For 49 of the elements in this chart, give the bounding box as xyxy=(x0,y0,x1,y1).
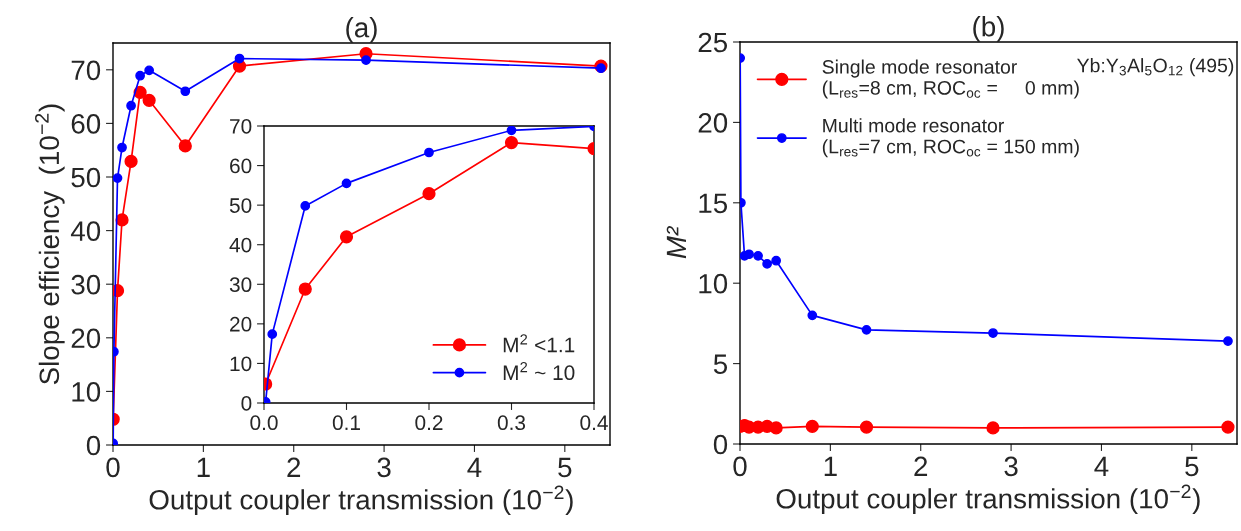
x-axis-title: Output coupler transmission (10$^{−2}$) xyxy=(149,485,573,516)
x-tick-label: 3 xyxy=(1004,456,1018,477)
x-tick-label: 2 xyxy=(914,456,928,476)
x-tick-label: 0.1 xyxy=(332,415,360,431)
y-tick-label: 50 xyxy=(229,198,252,213)
x-tick-label: 5 xyxy=(558,457,572,478)
x-tick-label: 5 xyxy=(1185,456,1199,477)
annotation: Yb:Y$_{3}$Al$_{5}$O$_{12}$ (495) xyxy=(1077,58,1234,77)
x-tick-label: 4 xyxy=(1094,456,1109,476)
y-tick-label: 10 xyxy=(230,356,252,372)
y-tick-label: 0 xyxy=(241,396,252,411)
legend-label: M$^{2}$ <1.1 xyxy=(503,334,575,353)
y-tick-label: 70 xyxy=(230,119,252,134)
legend-label: Multi mode resonator (L$_{res}$=7 cm, ROC$_{oc}$ = 150 mm) xyxy=(822,118,1079,158)
x-tick-label: 0.2 xyxy=(415,415,443,431)
x-tick-label: 2 xyxy=(287,457,301,477)
y-tick-label: 70 xyxy=(71,60,101,81)
x-tick-label: 4 xyxy=(467,457,482,477)
x-tick-label: 0 xyxy=(106,457,120,478)
chart-title: (a) xyxy=(346,17,377,43)
y-axis-title: Slope efficiency (10$^{−2}$) xyxy=(35,104,65,385)
x-tick-label: 3 xyxy=(377,457,391,478)
y-axis-title: M² xyxy=(666,225,686,259)
y-tick-label: 0 xyxy=(713,434,728,455)
y-tick-label: 60 xyxy=(230,158,252,174)
y-tick-label: 25 xyxy=(698,32,728,53)
y-tick-label: 20 xyxy=(71,328,101,349)
y-tick-label: 20 xyxy=(230,316,252,332)
x-tick-label: 1 xyxy=(197,457,210,477)
y-tick-label: 15 xyxy=(699,193,728,214)
y-tick-label: 20 xyxy=(698,113,728,133)
y-tick-label: 30 xyxy=(229,277,252,293)
y-tick-label: 40 xyxy=(70,221,101,241)
legend-label: M$^{2}$ ~ 10 xyxy=(503,362,575,381)
y-tick-label: 60 xyxy=(71,114,101,134)
chart-title: (b) xyxy=(973,16,1004,42)
y-tick-label: 5 xyxy=(713,354,728,374)
x-axis-title: Output coupler transmission (10$^{−2}$) xyxy=(776,484,1200,515)
x-tick-label: 0.4 xyxy=(580,415,608,431)
y-tick-label: 10 xyxy=(72,382,101,402)
x-tick-label: 0.3 xyxy=(497,415,526,431)
y-tick-label: 40 xyxy=(229,237,252,253)
y-tick-label: 30 xyxy=(71,274,101,295)
x-tick-label: 1 xyxy=(824,456,837,476)
y-tick-label: 0 xyxy=(86,435,101,456)
x-tick-label: 0 xyxy=(733,456,747,477)
y-tick-label: 50 xyxy=(71,167,101,188)
x-tick-label: 0.0 xyxy=(250,415,278,431)
y-tick-label: 10 xyxy=(699,273,728,294)
